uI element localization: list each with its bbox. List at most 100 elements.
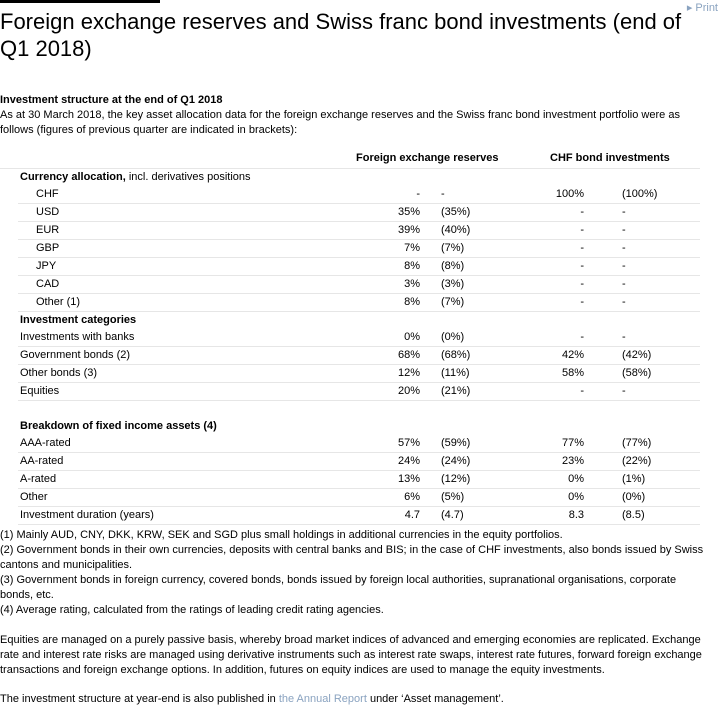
footnote: (1) Mainly AUD, CNY, DKK, KRW, SEK and S…	[0, 529, 563, 541]
fx-previous: (0%)	[441, 331, 465, 343]
print-link[interactable]: Print	[687, 1, 718, 14]
chf-value: 42%	[561, 349, 584, 361]
fx-value: -	[416, 188, 420, 200]
chf-previous: -	[622, 296, 626, 308]
chf-previous: (22%)	[622, 455, 652, 467]
chf-previous: (0%)	[622, 491, 646, 503]
chf-value: -	[580, 296, 584, 308]
closing-text: The investment structure at year-end is …	[0, 693, 279, 705]
chf-previous: -	[622, 224, 626, 236]
fx-previous: (5%)	[441, 491, 465, 503]
chf-value: 58%	[561, 367, 584, 379]
chf-previous: -	[622, 331, 626, 343]
footnotes: (1) Mainly AUD, CNY, DKK, KRW, SEK and S…	[0, 528, 712, 618]
fx-previous: (11%)	[441, 367, 470, 379]
fx-value: 8%	[404, 260, 420, 272]
table-row: Investment duration (years) 4.7 (4.7) 8.3 (8…	[18, 507, 700, 525]
fx-value: 8%	[404, 296, 420, 308]
table-row: Government bonds (2) 68% (68%) 42% (42%)	[18, 347, 700, 365]
section-row: Currency allocation, incl. derivatives p…	[0, 169, 700, 186]
chf-value: -	[580, 385, 584, 397]
section-row: Investment categories	[0, 312, 700, 329]
header-row: Foreign exchange reserves CHF bond invest…	[0, 150, 700, 169]
row-label: USD	[36, 206, 60, 218]
chf-value: 100%	[555, 188, 584, 200]
intro-heading: Investment structure at the end of Q1 20…	[0, 94, 223, 106]
chf-value: -	[580, 278, 584, 290]
chf-previous: -	[622, 260, 626, 272]
table-row: CAD 3% (3%) - -	[18, 276, 700, 294]
footnote: (3) Government bonds in foreign currency…	[0, 574, 677, 601]
chf-value: -	[580, 224, 584, 236]
chf-previous: (58%)	[622, 367, 652, 379]
spacer	[0, 401, 700, 418]
page-title: Foreign exchange reserves and Swiss fran…	[0, 9, 682, 61]
fx-previous: (7%)	[441, 242, 465, 254]
fx-previous: (24%)	[441, 455, 471, 467]
row-label: AAA-rated	[20, 437, 71, 449]
fx-previous: (59%)	[441, 437, 471, 449]
section-heading: Investment categories	[20, 314, 137, 326]
table-row: JPY 8% (8%) - -	[18, 258, 700, 276]
row-label: Investment duration (years)	[20, 509, 154, 521]
chf-value: -	[580, 331, 584, 343]
intro-text: As at 30 March 2018, the key asset alloc…	[0, 109, 680, 136]
chf-previous: (42%)	[622, 349, 652, 361]
column-header: Foreign exchange reserves	[356, 152, 499, 164]
top-bar	[0, 0, 160, 3]
section-heading: Currency allocation,	[20, 171, 126, 183]
chf-value: 8.3	[568, 509, 584, 521]
fx-value: 39%	[397, 224, 420, 236]
chf-previous: (100%)	[622, 188, 658, 200]
fx-value: 35%	[397, 206, 420, 218]
chf-value: -	[580, 260, 584, 272]
table-row: AAA-rated 57% (59%) 77% (77%)	[18, 435, 700, 453]
fx-previous: (35%)	[441, 206, 471, 218]
footnote: (2) Government bonds in their own curren…	[0, 544, 704, 571]
fx-value: 7%	[404, 242, 420, 254]
row-label: Government bonds (2)	[20, 349, 131, 361]
chf-previous: -	[622, 385, 626, 397]
table-row: AA-rated 24% (24%) 23% (22%)	[18, 453, 700, 471]
fx-previous: (3%)	[441, 278, 465, 290]
table-row: EUR 39% (40%) - -	[18, 222, 700, 240]
row-label: Equities	[20, 385, 60, 397]
row-label: CAD	[36, 278, 60, 290]
fx-value: 68%	[397, 349, 420, 361]
chf-value: 23%	[561, 455, 584, 467]
row-label: CHF	[36, 188, 59, 200]
fx-value: 57%	[397, 437, 420, 449]
table-row: Investments with banks 0% (0%) - -	[18, 329, 700, 347]
annual-report-link[interactable]: the Annual Report	[278, 693, 367, 705]
row-label: Other (1)	[36, 296, 81, 308]
row-label: A-rated	[20, 473, 57, 485]
fx-previous: (12%)	[441, 473, 471, 485]
fx-previous: (21%)	[441, 385, 471, 397]
fx-previous: (40%)	[441, 224, 471, 236]
table-row: CHF - - 100% (100%)	[18, 186, 700, 204]
fx-value: 24%	[397, 455, 420, 467]
row-label: GBP	[36, 242, 60, 254]
row-label: Other	[20, 491, 48, 503]
chf-value: -	[580, 242, 584, 254]
column-header: CHF bond investments	[550, 152, 670, 164]
chf-value: 0%	[568, 473, 584, 485]
section-title: Breakdown of fixed income assets (4)	[20, 420, 217, 432]
row-label: Other bonds (3)	[20, 367, 98, 379]
table-row: A-rated 13% (12%) 0% (1%)	[18, 471, 700, 489]
row-label: EUR	[36, 224, 60, 236]
chf-value: -	[580, 206, 584, 218]
fx-value: 12%	[397, 367, 420, 379]
closing: The investment structure at year-end is …	[0, 693, 504, 705]
fx-value: 4.7	[404, 509, 420, 521]
row-label: JPY	[36, 260, 57, 272]
closing-text: under ‘Asset management’.	[366, 693, 504, 705]
section-title: Currency allocation, incl. derivatives p…	[20, 171, 251, 183]
chf-previous: (77%)	[622, 437, 652, 449]
fx-previous: (68%)	[441, 349, 471, 361]
table-row: USD 35% (35%) - -	[18, 204, 700, 222]
paragraph: Equities are managed on a purely passive…	[0, 634, 702, 676]
fx-previous: (7%)	[441, 296, 465, 308]
chf-value: 77%	[561, 437, 584, 449]
